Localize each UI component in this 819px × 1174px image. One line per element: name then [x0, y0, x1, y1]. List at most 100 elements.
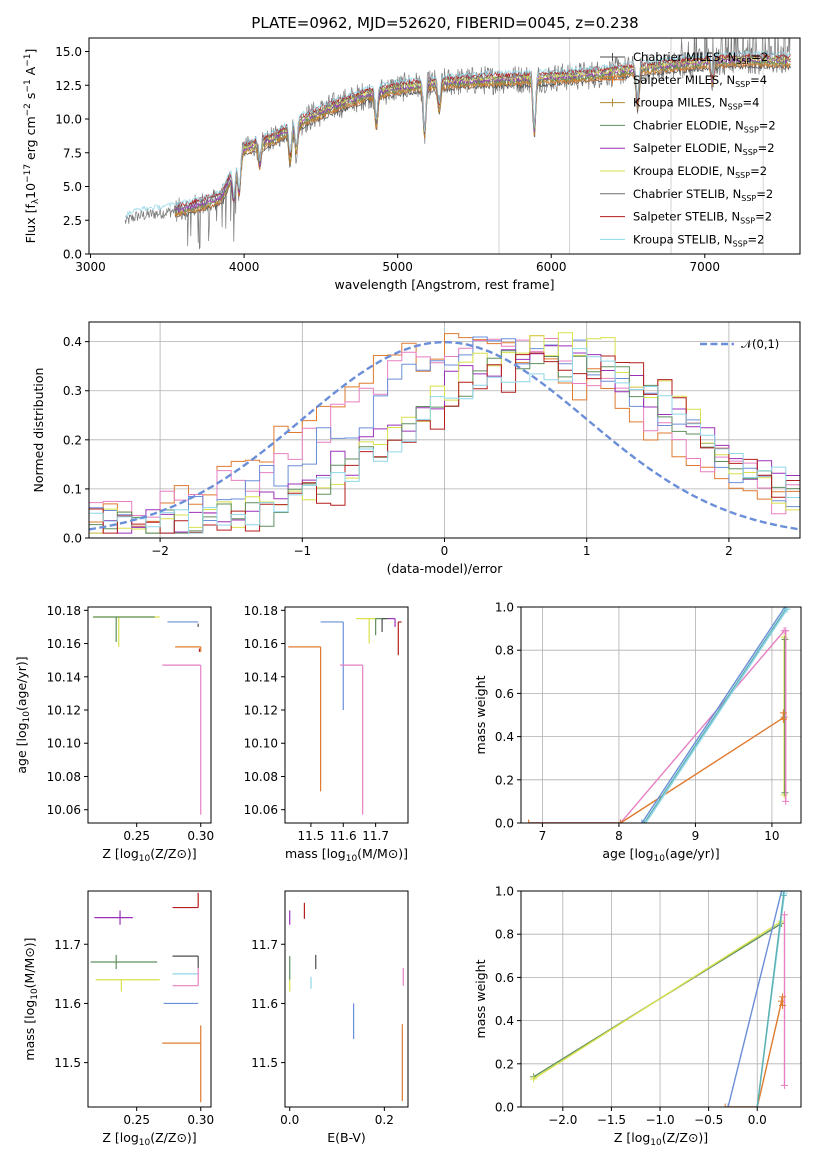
- errorbar-point: [172, 967, 199, 987]
- x-tick-label: 11.6: [330, 829, 357, 843]
- axes-frame: [284, 890, 409, 1108]
- x-tick-label: 0.30: [187, 829, 214, 843]
- x-tick-label: −1: [293, 544, 311, 558]
- y-tick-label: 10.14: [47, 670, 81, 684]
- mass-weight-series: [782, 627, 790, 805]
- errorbar-point: [340, 664, 364, 815]
- y-tick-label: 11.5: [251, 1056, 278, 1070]
- label-part: 10: [30, 988, 40, 1000]
- x-tick-label: −2: [151, 544, 169, 558]
- y-tick-label: 11.6: [251, 997, 278, 1011]
- label-part: −1: [23, 79, 33, 92]
- label-part: 10: [23, 183, 38, 199]
- y-axis-label: Flux [fλ10−17 erg cm−2 s−1 A−1]: [23, 49, 41, 244]
- mass-weight-series: [779, 993, 787, 1009]
- plot-area: [93, 616, 202, 815]
- y-tick-label: 12.5: [55, 79, 82, 93]
- y-tick-label: 10.14: [244, 670, 278, 684]
- label-part: −1: [23, 54, 33, 67]
- x-tick-label: 0.2: [375, 1113, 394, 1127]
- legend-entry: Salpeter MILES, NSSP=4: [633, 73, 767, 89]
- panel-mass-ebv: 0.0 0.2 11.5 11.6 11.7 E(B-V): [251, 890, 409, 1145]
- legend-entry: Chabrier STELIB, NSSP=2: [633, 187, 773, 203]
- errorbar-point: [172, 892, 199, 909]
- label-part: erg cm: [23, 116, 38, 164]
- panel-age-z: 0.25 0.30 10.06 10.08 10.10 10.12 10.14 10.16 10…: [14, 604, 214, 864]
- legend-name: Salpeter STELIB, N: [633, 210, 740, 224]
- label-part: (M/M⊙)]: [22, 937, 37, 988]
- label-part: E(B-V): [327, 1130, 366, 1145]
- legend-sub: SSP: [741, 194, 756, 203]
- y-tick-label: 0.3: [63, 384, 82, 398]
- mass-weight-series: [753, 891, 787, 1107]
- x-tick-label: 11.7: [362, 829, 389, 843]
- mass-weight-line: [756, 895, 785, 1107]
- legend-value: =4: [750, 73, 767, 87]
- x-tick-label: −1.5: [597, 1113, 626, 1127]
- label-part: 10: [650, 1138, 662, 1148]
- panel-mw-z: −2.0 −1.5 −1.0 −0.5 0.0 0.0 0.2 0.4 0.6 0.8 1.0 Z […: [473, 885, 802, 1148]
- label-part: Flux [f: [23, 204, 38, 244]
- legend-name: Salpeter ELODIE, N: [633, 141, 743, 155]
- errorbar-point: [162, 664, 202, 815]
- errorbar-point: [90, 954, 158, 970]
- panel-age-mass: 11.5 11.6 11.7 10.06 10.08 10.10 10.12 10.14 10.…: [244, 604, 409, 864]
- y-tick-label: 0.8: [495, 928, 514, 942]
- y-tick-label: 10.06: [47, 803, 81, 817]
- x-tick-label: 10: [764, 829, 779, 843]
- y-tick-label: 0.4: [495, 1014, 514, 1028]
- label-part: (Z/Z⊙)]: [150, 846, 196, 861]
- histogram-6: [89, 352, 800, 534]
- x-axis-label: Z [log10(Z/Z⊙)]: [102, 846, 196, 864]
- legend-sub: SSP: [736, 57, 751, 66]
- legend-entry: Kroupa ELODIE, NSSP=2: [633, 164, 767, 180]
- panel-residuals: −2 −1 0 1 2 0.0 0.1 0.2 0.3 0.4 (data-model)/error…: [31, 321, 801, 576]
- label-part: (age/yr)]: [14, 656, 29, 711]
- y-tick-label: 11.5: [54, 1056, 81, 1070]
- legend-name: Chabrier STELIB, N: [633, 187, 741, 201]
- label-part: 10: [22, 711, 32, 723]
- mass-weight-line: [645, 608, 788, 823]
- x-tick-label: 4000: [229, 260, 260, 274]
- axes-frame: [520, 606, 802, 824]
- legend-name: Chabrier MILES, N: [633, 50, 736, 64]
- x-tick-label: 6000: [536, 260, 567, 274]
- y-tick-label: 11.7: [54, 938, 81, 952]
- y-axis-label: age [log10(age/yr)]: [14, 656, 32, 773]
- legend-entry: Salpeter STELIB, NSSP=2: [633, 210, 772, 226]
- legend-sub: SSP: [743, 148, 758, 157]
- histogram-0: [89, 333, 800, 527]
- legend-sub: SSP: [733, 239, 748, 248]
- label-part: ]: [23, 49, 38, 54]
- legend-entry: Kroupa MILES, NSSP=4: [633, 96, 759, 112]
- legend-name: Chabrier ELODIE, N: [633, 118, 744, 132]
- y-tick-label: 11.7: [251, 938, 278, 952]
- legend-entry: Chabrier MILES, NSSP=2: [633, 50, 768, 66]
- panel-spectrum: 3000 4000 5000 6000 7000 0.0 2.5 5.0 7.5 10.0 12.5…: [23, 37, 801, 292]
- label-part: 10: [654, 854, 666, 864]
- legend-value: =2: [748, 232, 765, 246]
- y-tick-label: 0.2: [63, 433, 82, 447]
- y-tick-label: 15.0: [55, 45, 82, 59]
- label-part: 10: [139, 854, 151, 864]
- label-part: A: [23, 66, 38, 79]
- axes-frame: [284, 606, 409, 824]
- label-part: Z [log: [102, 1130, 138, 1145]
- plot-area: [124, 38, 792, 254]
- legend-sub: SSP: [740, 217, 755, 226]
- x-tick-label: 7000: [690, 260, 721, 274]
- y-axis-label: mass weight: [473, 959, 488, 1038]
- mass-weight-series: [779, 709, 787, 723]
- y-tick-label: 11.6: [54, 997, 81, 1011]
- model-salpeter-elodie: [174, 56, 791, 213]
- mass-weight-line: [528, 716, 785, 823]
- y-tick-label: 5.0: [63, 180, 82, 194]
- legend-sub: SSP: [744, 125, 759, 134]
- y-tick-label: 0.0: [63, 532, 82, 546]
- y-tick-label: 1.0: [495, 885, 514, 899]
- x-tick-label: 0: [441, 544, 449, 558]
- x-tick-label: 0.25: [123, 1113, 150, 1127]
- x-axis-label: E(B-V): [327, 1130, 366, 1145]
- legend-value: =2: [759, 118, 776, 132]
